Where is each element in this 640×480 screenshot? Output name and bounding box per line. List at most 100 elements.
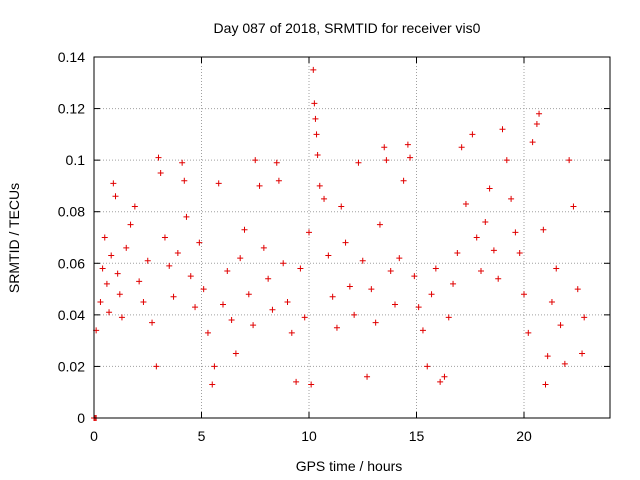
data-point <box>581 314 588 321</box>
y-axis-label: SRMTID / TECUs <box>6 183 22 293</box>
data-point <box>284 298 291 305</box>
plot-frame <box>93 56 611 419</box>
data-point <box>155 154 162 161</box>
data-point <box>297 265 304 272</box>
data-point <box>144 257 151 264</box>
data-point <box>220 301 226 308</box>
data-point <box>495 275 502 282</box>
y-tick-label: 0.08 <box>58 204 85 220</box>
data-point <box>544 353 551 360</box>
data-point <box>181 177 188 184</box>
data-point <box>381 144 388 151</box>
axes <box>93 56 611 419</box>
y-tick-label: 0.04 <box>58 307 85 323</box>
data-point <box>187 273 194 280</box>
data-point <box>359 257 366 264</box>
data-point <box>211 363 218 370</box>
data-point <box>127 221 134 228</box>
data-point <box>462 200 469 207</box>
data-point <box>108 252 115 259</box>
data-point <box>445 314 452 321</box>
data-point <box>364 373 371 380</box>
data-point <box>275 177 282 184</box>
data-point <box>415 304 422 311</box>
data-point <box>101 234 108 241</box>
data-point <box>224 268 231 275</box>
data-point <box>529 139 536 146</box>
data-point <box>321 195 328 202</box>
x-axis-ticks: 0 5 10 15 20 <box>90 57 532 444</box>
data-point <box>192 304 199 311</box>
data-point <box>499 126 506 133</box>
data-point <box>486 185 493 192</box>
y-tick-label: 0 <box>77 410 85 426</box>
y-tick-label: 0.14 <box>58 49 85 65</box>
x-tick-label: 0 <box>90 428 98 444</box>
data-point <box>516 249 523 256</box>
data-point <box>106 309 113 316</box>
data-point <box>372 319 379 326</box>
data-point <box>312 115 319 122</box>
data-point <box>166 262 173 269</box>
data-point <box>116 291 123 298</box>
data-point <box>392 301 398 308</box>
data-point <box>99 265 106 272</box>
data-point <box>525 329 532 336</box>
data-point <box>355 159 362 166</box>
data-point <box>250 322 257 329</box>
data-point <box>149 319 156 326</box>
data-point <box>110 180 117 187</box>
data-point <box>432 265 439 272</box>
data-point <box>301 314 308 321</box>
data-point <box>97 298 104 305</box>
data-point <box>140 298 147 305</box>
data-point <box>478 268 484 275</box>
data-point <box>269 306 276 313</box>
data-point <box>428 291 435 298</box>
data-point <box>383 157 390 164</box>
data-point <box>404 141 411 148</box>
data-point <box>561 360 568 367</box>
data-point <box>424 363 431 370</box>
data-point <box>338 203 345 210</box>
data-point <box>237 255 244 262</box>
data-point <box>342 239 349 246</box>
data-point <box>196 239 203 246</box>
data-point <box>252 157 259 164</box>
data-point <box>308 381 315 388</box>
data-point <box>574 286 581 293</box>
data-point <box>407 154 414 161</box>
data-point <box>566 157 573 164</box>
data-point <box>200 286 207 293</box>
data-point <box>490 247 497 254</box>
data-point <box>450 280 457 287</box>
x-tick-label: 10 <box>301 428 317 444</box>
data-point <box>540 226 547 233</box>
data-point <box>419 327 426 334</box>
data-point <box>411 273 418 280</box>
data-point <box>232 350 239 357</box>
data-point <box>170 293 177 300</box>
data-point <box>454 249 461 256</box>
data-point <box>131 203 138 210</box>
y-tick-label: 0.06 <box>58 255 85 271</box>
data-point <box>570 203 577 210</box>
data-point <box>265 275 272 282</box>
data-point <box>469 131 476 138</box>
x-tick-label: 5 <box>198 428 206 444</box>
data-point <box>174 249 181 256</box>
data-point <box>273 159 280 166</box>
data-point <box>333 324 340 331</box>
data-point <box>311 100 318 107</box>
data-point <box>512 229 519 236</box>
data-point <box>351 311 358 318</box>
x-tick-label: 15 <box>409 428 425 444</box>
data-point <box>533 121 540 128</box>
y-tick-label: 0.02 <box>58 358 85 374</box>
data-point <box>579 350 586 357</box>
data-point <box>161 234 168 241</box>
data-point <box>329 293 336 300</box>
data-point <box>387 268 394 275</box>
data-point <box>396 255 403 262</box>
